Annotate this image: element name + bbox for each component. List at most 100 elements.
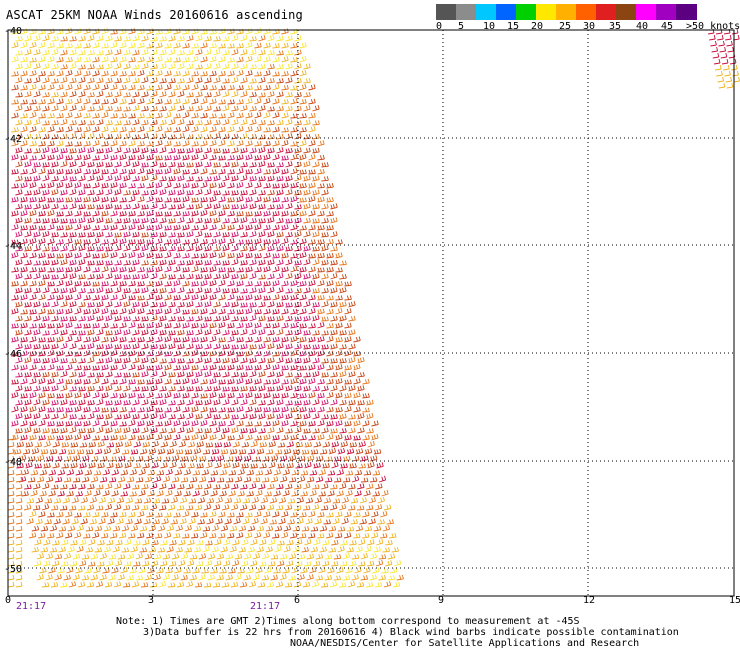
wind-barb [339,330,347,336]
wind-barb [101,265,109,273]
wind-barb [24,230,32,238]
wind-barb [20,378,28,385]
longitude-label: 0 [5,595,11,606]
wind-barb [351,574,359,581]
wind-barb [51,217,59,224]
wind-barb [144,553,153,560]
wind-barb [321,162,329,168]
wind-barb [123,413,131,420]
wind-barb [345,490,353,497]
wind-barb [308,407,316,413]
wind-barb [92,98,100,105]
wind-barb [150,302,158,308]
wind-barb [308,126,316,133]
wind-barb [256,546,264,553]
wind-barb [101,141,109,147]
wind-barb [177,274,185,280]
wind-barb [132,175,140,182]
wind-barb [276,133,284,140]
wind-barb [213,231,221,238]
wind-barb [352,455,360,462]
wind-barb [308,253,316,259]
wind-barb [369,553,378,560]
wind-barb [63,552,72,560]
wind-barb [245,421,253,427]
wind-barb [164,239,172,245]
wind-barb [209,420,217,427]
wind-barb [15,539,23,546]
wind-barb [20,210,28,217]
wind-barb [366,399,374,406]
wind-barb [204,49,212,56]
wind-barb [245,70,253,77]
wind-barb [349,540,357,546]
wind-barb [317,196,325,203]
wind-barb [249,189,257,196]
wind-barb [304,538,312,546]
wind-barb [254,210,262,217]
wind-barb [60,287,68,294]
wind-barb [258,287,266,294]
wind-barb [290,28,298,35]
wind-barb [54,553,63,560]
wind-barb [96,328,104,336]
wind-barb [69,36,77,42]
wind-barb [107,497,116,504]
wind-barb [371,511,379,518]
wind-barb [195,287,203,294]
wind-barb [148,524,156,532]
wind-barb [7,483,15,490]
wind-barb [88,441,97,448]
wind-barb [172,454,180,462]
wind-barb [20,266,28,273]
color-scale-segment [596,4,617,20]
wind-barb [74,365,82,371]
wind-barb [216,553,225,560]
wind-barb [33,329,41,336]
wind-barb [168,259,176,266]
wind-barb [159,427,167,434]
wind-barb [358,561,366,567]
wind-barb [335,532,343,539]
wind-barb [83,168,91,175]
wind-barb [119,56,127,63]
wind-barb [110,113,118,119]
wind-barb [141,426,149,434]
wind-barb [68,581,77,588]
wind-barb [137,42,145,49]
wind-barb [272,140,280,147]
wind-barb [281,350,289,357]
wind-barb [323,519,331,525]
wind-barb [30,469,39,476]
wind-barb [209,70,217,77]
wind-barb [317,336,325,343]
wind-barb [186,63,194,70]
wind-barb [15,119,23,126]
wind-barb [15,63,23,70]
wind-barb [24,329,32,336]
wind-barb [213,48,221,56]
wind-barb [83,196,91,203]
wind-barb [170,519,178,525]
wind-barb [143,518,151,525]
wind-barb [67,525,76,532]
wind-barb [189,574,197,581]
wind-barb [186,204,194,210]
wind-barb [231,34,239,42]
wind-barb [69,358,77,364]
wind-barb [229,448,238,455]
wind-barb [330,484,338,490]
scale-tick-label: 35 [609,21,622,32]
wind-barb [236,56,244,63]
wind-barb [161,498,170,504]
wind-barb [141,147,149,154]
wind-barb [299,323,307,329]
wind-barb [56,435,64,441]
wind-barb [245,182,253,189]
wind-barb [13,448,22,455]
wind-barb [156,470,165,476]
wind-barb [258,134,266,140]
wind-barb [15,230,23,238]
wind-barb [309,470,318,476]
wind-barb [290,364,298,371]
